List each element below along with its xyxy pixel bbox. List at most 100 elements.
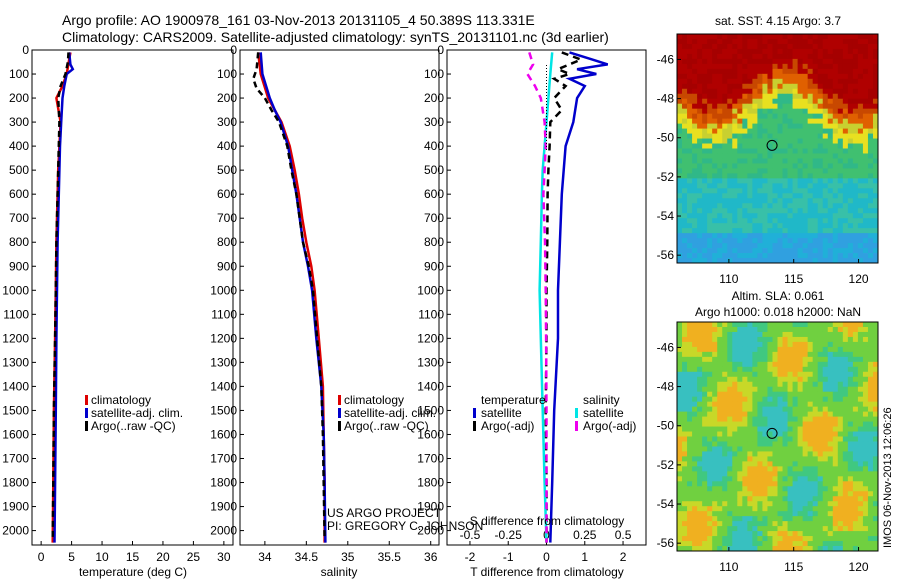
map-cell: [707, 536, 713, 542]
map-cell: [692, 426, 698, 432]
map-cell: [842, 431, 849, 437]
map-cell: [732, 396, 738, 403]
map-cell: [812, 163, 819, 169]
map-cell: [782, 376, 788, 383]
map-cell: [742, 401, 748, 408]
map-cell: [787, 541, 793, 547]
map-cell: [682, 218, 688, 224]
map-cell: [857, 376, 864, 383]
map-cell: [832, 451, 839, 457]
map-cell: [812, 133, 819, 139]
map-cell: [842, 461, 849, 467]
map-cell: [732, 346, 738, 353]
map-cell: [737, 183, 743, 189]
map-cell: [782, 471, 788, 477]
map-cell: [682, 163, 688, 169]
map-cell: [817, 386, 824, 393]
map-cell: [792, 526, 799, 532]
map-cell: [807, 391, 814, 398]
map-cell: [797, 223, 804, 229]
map-cell: [787, 198, 793, 204]
map-cell: [852, 531, 859, 537]
map-cell: [872, 381, 879, 388]
map-cell: [692, 341, 698, 348]
map-cell: [707, 148, 713, 154]
series-salinity-argo-adj-: [525, 52, 548, 543]
map-cell: [817, 228, 824, 234]
map-cell: [797, 148, 804, 154]
map-cell: [872, 531, 879, 537]
map-cell: [767, 238, 773, 244]
map-cell: [852, 173, 859, 179]
map-cell: [842, 93, 849, 100]
map-cell: [742, 516, 748, 522]
map-cell: [862, 466, 869, 472]
map-cell: [767, 123, 773, 129]
map-cell: [767, 371, 773, 378]
map-cell: [847, 98, 854, 105]
map-cell: [767, 153, 773, 159]
map-cell: [772, 501, 778, 507]
map-cell: [697, 451, 703, 457]
map-cell: [702, 188, 708, 194]
map-cell: [787, 213, 793, 219]
map-cell: [757, 436, 763, 442]
map-cell: [862, 356, 869, 363]
map-cell: [812, 38, 819, 45]
map-cell: [807, 248, 814, 254]
map-cell: [792, 506, 799, 512]
map-cell: [817, 376, 824, 383]
map-cell: [677, 43, 683, 50]
map-cell: [782, 531, 788, 537]
map-cell: [767, 258, 773, 264]
map-cell: [712, 103, 718, 110]
map-cell: [867, 476, 874, 482]
map-cell: [772, 258, 778, 264]
map-cell: [717, 536, 723, 542]
map-cell: [827, 93, 834, 100]
map-cell: [727, 183, 733, 189]
map-cell: [802, 128, 809, 134]
map-cell: [722, 128, 728, 134]
map-cell: [857, 371, 864, 378]
map-cell: [817, 451, 824, 457]
map-cell: [692, 511, 698, 517]
map-cell: [742, 188, 748, 194]
map-cell: [862, 411, 869, 417]
map-cell: [777, 356, 783, 363]
map-cell: [862, 546, 869, 552]
map-cell: [847, 531, 854, 537]
map-cell: [867, 48, 874, 55]
map-cell: [737, 98, 743, 105]
map-cell: [702, 168, 708, 174]
map-cell: [797, 138, 804, 144]
map-cell: [802, 213, 809, 219]
map-cell: [682, 431, 688, 437]
map-cell: [857, 441, 864, 447]
map-cell: [832, 356, 839, 363]
map-cell: [752, 148, 758, 154]
map-cell: [692, 103, 698, 110]
map-cell: [777, 113, 783, 120]
map-cell: [857, 491, 864, 497]
map-cell: [742, 34, 748, 40]
map-cell: [807, 193, 814, 199]
map-cell: [677, 386, 683, 393]
map-cell: [782, 233, 788, 239]
map-cell: [677, 133, 683, 139]
map-cell: [712, 491, 718, 497]
map-cell: [822, 401, 829, 408]
map-cell: [707, 421, 713, 427]
map-cell: [772, 381, 778, 388]
map-cell: [767, 336, 773, 343]
map-cell: [707, 63, 713, 70]
map-cell: [797, 396, 804, 403]
map-cell: [812, 401, 819, 408]
map-cell: [847, 188, 854, 194]
map-cell: [867, 346, 874, 353]
map-cell: [802, 193, 809, 199]
map-cell: [762, 158, 768, 164]
map-cell: [687, 521, 693, 527]
map-cell: [747, 541, 753, 547]
map-cell: [692, 168, 698, 174]
